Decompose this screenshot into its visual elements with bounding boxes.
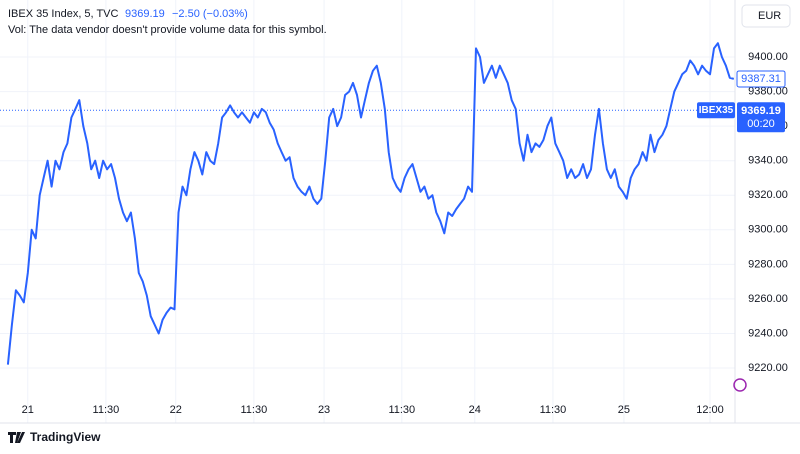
price-box: [737, 102, 785, 133]
y-tick-label: 9380.00: [748, 85, 788, 97]
y-tick-label: 9300.00: [748, 224, 788, 236]
x-tick-label: 23: [318, 404, 330, 416]
last-value-label: 9387.31: [741, 73, 781, 85]
header-change: −2.50 (−0.03%): [172, 8, 248, 20]
x-tick-label: 11:30: [240, 404, 267, 416]
x-tick-label: 11:30: [93, 404, 120, 416]
y-tick-label: 9220.00: [748, 362, 788, 374]
grid: [0, 0, 735, 423]
countdown: 00:20: [747, 118, 775, 130]
x-tick-label: 11:30: [388, 404, 415, 416]
currency-button[interactable]: [741, 4, 791, 28]
symbol-tag-box: [697, 102, 735, 119]
last-value-box: [736, 70, 786, 88]
price-line: [6, 42, 735, 365]
volume-note: Vol: The data vendor doesn't provide vol…: [8, 24, 327, 36]
brand-logo: [8, 432, 25, 443]
symbol-tag: IBEX35: [699, 105, 734, 116]
x-tick-label: 21: [22, 404, 34, 416]
y-tick-label: 9240.00: [748, 327, 788, 339]
y-tick-label: 9340.00: [748, 155, 788, 167]
x-tick-label: 11:30: [540, 404, 567, 416]
y-tick-label: 9260.00: [748, 293, 788, 305]
x-tick-label: 12:00: [696, 404, 724, 416]
y-tick-label: 9320.00: [748, 189, 788, 201]
y-tick-label: 9280.00: [748, 258, 788, 270]
x-tick-label: 22: [170, 404, 182, 416]
x-tick-label: 24: [469, 404, 481, 416]
x-tick-label: 25: [618, 404, 630, 416]
symbol-title: IBEX 35 Index, 5, TVC: [8, 8, 119, 20]
price-label: 9369.19: [741, 105, 781, 117]
currency-label[interactable]: EUR: [758, 10, 781, 22]
plot: [0, 42, 735, 365]
brand-name: TradingView: [30, 430, 101, 444]
session-icon[interactable]: [733, 378, 747, 392]
header-price: 9369.19: [125, 8, 165, 20]
y-tick-label: 9400.00: [748, 51, 788, 63]
